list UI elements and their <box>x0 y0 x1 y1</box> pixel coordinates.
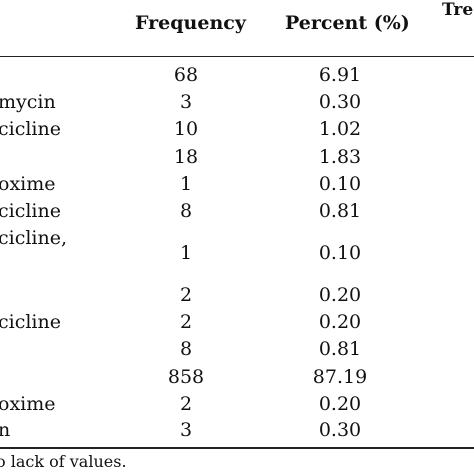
frequency-cell: 8 <box>179 338 193 360</box>
percent-cell: 1.02 <box>318 118 362 140</box>
row-label: mycin <box>0 91 56 113</box>
percent-cell: 87.19 <box>312 366 368 388</box>
percent-cell: 0.30 <box>318 91 362 113</box>
header-percent: Percent (%) <box>285 12 410 34</box>
percent-cell: 0.20 <box>318 284 362 306</box>
percent-cell: 0.30 <box>318 419 362 441</box>
frequency-cell: 2 <box>179 284 193 306</box>
frequency-cell: 3 <box>179 419 193 441</box>
row-label: cicline <box>0 311 61 333</box>
percent-cell: 6.91 <box>318 64 362 86</box>
percent-cell: 0.10 <box>318 173 362 195</box>
percent-cell: 1.83 <box>318 146 362 168</box>
table-footnote: o lack of values. <box>0 452 127 471</box>
row-label: oxime <box>0 173 56 195</box>
row-label: cicline <box>0 200 61 222</box>
frequency-cell: 1 <box>179 242 193 264</box>
row-label: cicline <box>0 118 61 140</box>
frequency-cell: 1 <box>179 173 193 195</box>
frequency-cell: 2 <box>179 311 193 333</box>
bottom-rule <box>0 447 474 449</box>
frequency-cell: 3 <box>179 91 193 113</box>
frequency-cell: 18 <box>173 146 199 168</box>
frequency-cell: 10 <box>173 118 199 140</box>
row-label: n <box>0 419 11 441</box>
frequency-cell: 858 <box>167 366 205 388</box>
header-frequency: Frequency <box>135 12 246 34</box>
percent-cell: 0.20 <box>318 311 362 333</box>
percent-cell: 0.20 <box>318 393 362 415</box>
frequency-cell: 8 <box>179 200 193 222</box>
percent-cell: 0.10 <box>318 242 362 264</box>
header-treatment-partial: Tre <box>442 0 474 20</box>
row-label: cicline, <box>0 227 68 249</box>
header-rule <box>0 56 474 57</box>
percent-cell: 0.81 <box>318 200 362 222</box>
frequency-cell: 2 <box>179 393 193 415</box>
percent-cell: 0.81 <box>318 338 362 360</box>
frequency-cell: 68 <box>173 64 199 86</box>
row-label: oxime <box>0 393 56 415</box>
